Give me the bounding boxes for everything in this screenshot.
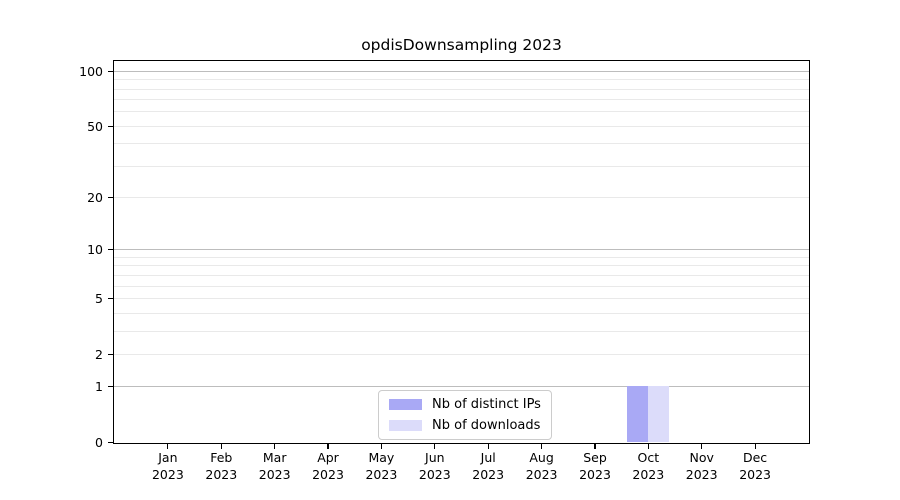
x-tick-year: 2023 — [365, 466, 398, 482]
x-tick-mark — [594, 444, 596, 449]
y-gridline-minor — [114, 297, 809, 299]
legend-item-distinct-ips: Nb of distinct IPs — [389, 397, 541, 412]
legend-label-distinct-ips: Nb of distinct IPs — [432, 397, 541, 412]
x-tick-mark — [220, 444, 222, 449]
y-gridline-minor — [114, 99, 809, 101]
x-tick-label: Sep 2023 — [555, 450, 635, 483]
x-tick-month: Dec — [742, 450, 768, 465]
y-gridline-minor — [114, 312, 809, 314]
x-tick-label: Mar 2023 — [235, 450, 315, 483]
bar-layer — [114, 61, 809, 443]
legend-swatch-downloads — [389, 420, 422, 431]
grid-layer — [114, 61, 809, 443]
x-tick-label: Aug 2023 — [502, 450, 582, 483]
x-tick-label: Oct 2023 — [608, 450, 688, 483]
y-tick-mark — [108, 297, 113, 299]
y-tick-label: 100 — [79, 63, 103, 79]
x-tick-year: 2023 — [579, 466, 611, 482]
y-gridline-minor — [114, 256, 809, 258]
y-tick-label: 1 — [95, 379, 103, 395]
x-tick-year: 2023 — [151, 466, 184, 482]
x-tick-mark — [434, 444, 436, 449]
x-tick-year: 2023 — [525, 466, 558, 482]
y-tick-label: 0 — [95, 435, 103, 450]
x-tick-month: Nov — [689, 450, 714, 465]
y-gridline-minor — [114, 265, 809, 267]
chart-title: opdisDownsampling 2023 — [361, 36, 562, 54]
x-tick-month: Jun — [425, 450, 445, 465]
x-tick-label: Dec 2023 — [715, 450, 795, 483]
x-tick-year: 2023 — [685, 466, 718, 482]
x-tick-month: Oct — [637, 450, 660, 465]
x-tick-mark — [167, 444, 169, 449]
y-tick-mark — [108, 441, 113, 444]
x-tick-month: Mar — [262, 450, 287, 465]
y-tick-mark — [108, 353, 113, 355]
x-tick-year: 2023 — [739, 466, 771, 482]
x-tick-year: 2023 — [472, 466, 505, 482]
x-tick-year: 2023 — [205, 466, 238, 482]
y-tick-mark — [108, 249, 113, 251]
legend-item-downloads: Nb of downloads — [389, 418, 541, 433]
x-tick-mark — [380, 444, 383, 449]
y-gridline-major — [114, 249, 809, 251]
y-gridline-minor — [114, 79, 809, 81]
x-tick-mark — [701, 444, 703, 449]
x-tick-year: 2023 — [418, 466, 451, 482]
y-tick-mark — [108, 386, 113, 388]
plot-area — [113, 60, 810, 444]
x-tick-label: Jul 2023 — [448, 450, 528, 483]
x-tick-year: 2023 — [312, 466, 344, 482]
x-tick-month: Feb — [210, 450, 233, 465]
x-tick-month: Jan — [158, 450, 178, 465]
y-tick-mark — [108, 196, 113, 199]
x-tick-mark — [274, 444, 276, 449]
bar-nb-of-downloads — [647, 386, 670, 442]
x-tick-label: Apr 2023 — [288, 450, 368, 483]
x-tick-mark — [647, 444, 649, 449]
legend-label-downloads: Nb of downloads — [432, 418, 541, 433]
y-gridline-minor — [114, 353, 809, 355]
y-tick-label: 20 — [87, 190, 103, 206]
x-tick-mark — [540, 444, 543, 449]
y-tick-label: 5 — [95, 290, 103, 306]
y-gridline-minor — [114, 88, 809, 90]
y-gridline-major — [114, 386, 809, 388]
x-tick-mark — [487, 444, 489, 449]
legend-swatch-distinct-ips — [389, 399, 422, 410]
x-tick-month: Apr — [317, 450, 339, 465]
x-tick-label: Feb 2023 — [181, 450, 261, 483]
y-tick-mark — [108, 70, 113, 72]
x-tick-month: May — [368, 450, 395, 465]
y-gridline-minor — [114, 143, 809, 145]
y-gridline-major — [114, 70, 809, 72]
y-tick-label: 10 — [87, 242, 103, 258]
y-tick-mark — [108, 125, 113, 127]
y-gridline-minor — [114, 274, 809, 276]
y-gridline-minor — [114, 330, 809, 332]
y-gridline-minor — [114, 285, 809, 287]
x-tick-year: 2023 — [258, 466, 291, 482]
x-tick-month: Jul — [480, 450, 496, 465]
y-tick-label: 50 — [87, 118, 103, 134]
legend: Nb of distinct IPs Nb of downloads — [378, 390, 552, 440]
y-gridline-minor — [114, 197, 809, 199]
y-gridline-minor — [114, 125, 809, 127]
x-tick-label: May 2023 — [341, 450, 421, 483]
y-tick-label: 2 — [95, 346, 103, 362]
x-tick-mark — [754, 444, 756, 449]
x-tick-year: 2023 — [632, 466, 665, 482]
bar-nb-of-distinct-ips — [626, 386, 648, 442]
y-gridline-minor — [114, 165, 809, 167]
x-tick-mark — [327, 444, 329, 449]
x-tick-label: Jan 2023 — [128, 450, 208, 483]
x-tick-month: Sep — [583, 450, 607, 465]
y-gridline-minor — [114, 111, 809, 113]
x-tick-label: Nov 2023 — [662, 450, 742, 483]
x-tick-month: Aug — [529, 450, 554, 465]
x-tick-label: Jun 2023 — [395, 450, 475, 483]
